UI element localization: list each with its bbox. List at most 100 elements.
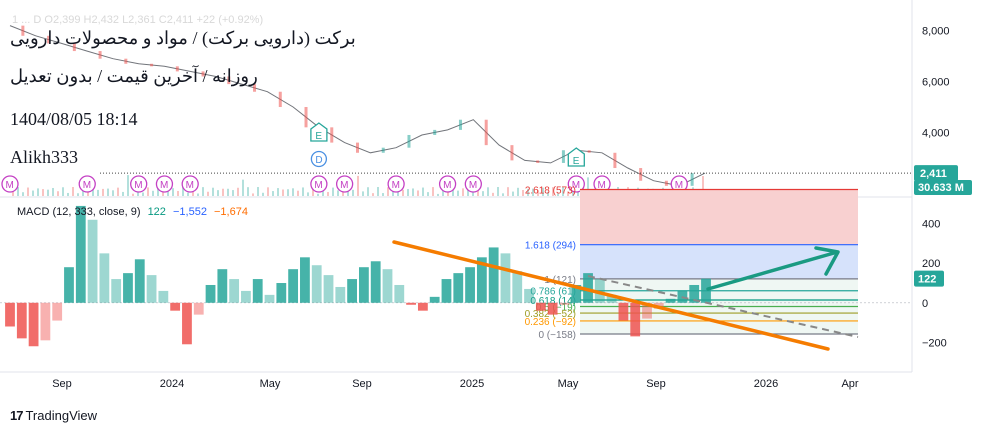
volume-bar [502,193,504,196]
volume-bar [17,187,19,196]
macd-tick-label: 200 [922,258,940,270]
earnings-marker-icon [310,122,328,142]
price-candle [98,51,102,59]
macd-histogram-bar [547,302,558,315]
macd-hist-value: 122 [147,206,166,218]
macd-histogram-bar [182,302,192,345]
m-marker-icon [438,175,457,193]
macd-histogram-bar [665,298,676,303]
volume-bar [247,187,249,196]
volume-bar [42,189,44,196]
fib-level-label: 0 (−158) [538,330,576,341]
macd-histogram-bar [75,205,86,303]
macd-histogram-bar [441,279,452,303]
volume-bar [307,192,309,196]
volume-bar [532,188,534,196]
volume-bar [282,189,284,196]
volume-bar [47,189,49,196]
volume-bar [32,190,34,196]
volume-bar [517,187,519,196]
macd-tick-label: 0 [922,298,928,310]
volume-bar [382,193,384,196]
volume-bar [277,188,279,196]
price-candle [356,142,359,153]
volume-bar [162,189,164,196]
volume-bar [492,192,494,196]
volume-bar [272,191,274,196]
price-candle [227,76,231,85]
orange-trendline [392,240,830,351]
time-tick-label: May [558,378,579,390]
volume-bar [72,187,74,196]
m-marker-icon [567,175,585,193]
volume-bar [467,189,469,196]
volume-bar [362,191,364,196]
macd-histogram-bar [264,294,275,303]
macd-histogram-bar [347,279,357,303]
macd-histogram-bar [5,302,15,327]
m-marker-label: M [160,180,168,191]
macd-histogram-bar [524,288,534,303]
volume-bar [122,191,124,196]
macd-histogram-bar [40,302,51,341]
m-marker-label: M [443,180,451,191]
macd-histogram-bar [500,253,511,303]
macd-histogram-bar [217,269,228,303]
volume-bar [437,193,439,196]
price-tick-label: 6,000 [922,77,950,89]
tradingview-logo[interactable]: 17 TradingView [10,408,97,423]
earnings-marker-label: E [573,156,580,167]
volume-bar [202,187,204,196]
earnings-marker-icon [567,147,585,167]
m-marker-icon [181,175,199,193]
macd-histogram-bar [512,271,523,303]
macd-histogram-bar [252,279,263,303]
volume-bar [242,179,244,196]
macd-histogram-bar [583,273,593,303]
volume-bar [407,189,409,196]
price-candle [330,127,334,143]
time-tick-label: Sep [352,378,372,390]
m-marker-label: M [675,180,683,191]
volume-bar [552,187,554,196]
volume-bar [262,192,264,196]
price-candle [613,152,617,169]
volume-bar [62,187,64,196]
macd-legend[interactable]: MACD (12, 333, close, 9) 122 −1,552 −1,6… [17,206,248,218]
volume-bar [117,187,119,196]
m-marker-label: M [83,180,91,191]
volume-bar [212,187,214,196]
price-candle [21,25,25,36]
volume-bar [227,188,229,196]
volume-bar [157,188,159,196]
volume-bar [257,187,259,196]
m-marker-icon [310,175,328,193]
macd-histogram-bar [571,284,582,303]
volume-bar [357,175,359,196]
volume-bar [222,188,224,196]
volume-bar [537,190,539,196]
volume-bar [182,187,184,196]
price-candle [47,35,51,44]
m-marker-icon [1,175,19,193]
volume-bar [417,190,419,196]
volume-bar [547,191,549,196]
macd-histogram-bar [300,257,310,303]
tradingview-logo-text: TradingView [25,408,98,423]
volume-bar [67,192,69,196]
time-tick-label: 2025 [460,378,484,390]
volume-bar [97,189,99,196]
macd-histogram-bar [394,284,405,303]
macd-histogram-bar [170,302,181,311]
macd-histogram-bar [370,261,381,303]
macd-value-badge [914,270,944,287]
macd-histogram-bar [123,273,133,303]
macd-histogram-bar [453,273,464,303]
volume-bar [352,189,354,196]
macd-tick-label: 400 [922,219,940,231]
m-marker-label: M [314,180,322,191]
fib-level-label: 0.236 (−92) [525,317,576,328]
volume-bar [197,193,199,196]
volume-bar [207,191,209,196]
macd-signal-value: −1,674 [214,206,248,218]
